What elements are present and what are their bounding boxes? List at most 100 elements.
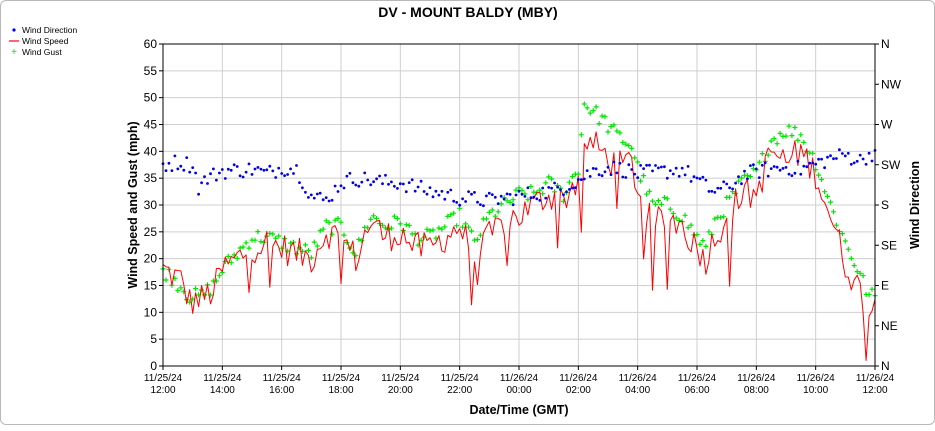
wind-direction-point (757, 176, 761, 180)
wind-direction-point (588, 175, 592, 178)
wind-direction-point (695, 176, 699, 180)
wind-gust-point (394, 216, 400, 222)
wind-direction-point (749, 164, 752, 168)
wind-direction-point (212, 167, 215, 171)
wind-direction-point (633, 172, 637, 176)
y2-tick-label: E (881, 279, 889, 293)
wind-direction-point (191, 166, 195, 170)
wind-direction-point (387, 182, 390, 186)
x-tick-time: 20:00 (388, 385, 413, 396)
wind-direction-point (324, 196, 328, 200)
wind-direction-point (265, 168, 269, 172)
wind-direction-point (235, 165, 239, 168)
wind-direction-point (298, 181, 301, 185)
wind-gust-point (617, 130, 623, 136)
wind-gust-point (718, 215, 724, 220)
wind-gust-point (332, 217, 338, 223)
direction-series (161, 148, 877, 208)
wind-direction-point (829, 154, 832, 158)
x-tick-date: 11/26/24 (856, 373, 895, 384)
wind-direction-point (188, 170, 192, 174)
wind-direction-point (766, 174, 770, 178)
x-tick-time: 12:00 (150, 385, 175, 396)
wind-gust-point (854, 269, 860, 275)
wind-gust-point (356, 236, 362, 242)
y-axis-label: Wind Speed and Gust (mph) (126, 121, 140, 288)
speed-series (162, 131, 876, 361)
wind-direction-point (657, 166, 660, 170)
wind-gust-point (273, 235, 279, 241)
wind-direction-point (295, 164, 298, 167)
x-tick-time: 00:00 (506, 385, 531, 396)
wind-gust-point (424, 226, 430, 232)
wind-direction-point (301, 186, 304, 190)
wind-gust-point (427, 228, 433, 234)
wind-gust-point (833, 222, 839, 228)
y2-tick-label: NW (881, 77, 902, 91)
y-tick-label: 15 (144, 279, 158, 293)
wind-direction-point (645, 163, 648, 167)
wind-direction-point (431, 195, 435, 199)
y2-tick-label: S (881, 198, 889, 212)
wind-direction-point (523, 195, 527, 198)
wind-direction-point (502, 197, 506, 201)
wind-gust-point (688, 222, 694, 228)
y2-tick-label: N (881, 359, 890, 373)
wind-gust-point (540, 191, 546, 197)
wind-gust-point (193, 286, 199, 292)
wind-direction-point (443, 197, 447, 201)
wind-gust-point (792, 125, 798, 130)
wind-gust-point (647, 188, 652, 194)
wind-gust-point (436, 225, 442, 231)
wind-gust-point (430, 227, 436, 233)
wind-direction-point (449, 188, 453, 192)
wind-gust-point (845, 246, 851, 252)
wind-direction-point (571, 186, 574, 190)
wind-direction-point (422, 190, 426, 193)
wind-gust-point (655, 198, 661, 204)
wind-gust-point (216, 273, 222, 279)
wind-direction-point (621, 175, 625, 179)
y-tick-label: 0 (150, 359, 157, 373)
wind-direction-point (312, 196, 316, 200)
wind-direction-point (360, 180, 364, 184)
wind-direction-point (665, 176, 669, 180)
wind-direction-point (805, 165, 809, 169)
wind-direction-point (701, 175, 705, 179)
x-tick-date: 11/25/24 (144, 373, 183, 384)
y-tick-label: 10 (144, 305, 158, 319)
wind-gust-point (225, 253, 231, 259)
wind-gust-point (305, 247, 311, 253)
wind-direction-point (505, 192, 509, 196)
wind-direction-point (250, 173, 254, 176)
wind-direction-point (737, 175, 740, 179)
wind-direction-point (241, 175, 245, 179)
wind-gust-point (397, 221, 403, 227)
wind-direction-point (725, 182, 729, 186)
wind-gust-point (489, 207, 495, 213)
wind-gust-point (477, 232, 483, 238)
wind-gust-point (276, 233, 282, 239)
wind-direction-point (485, 194, 488, 198)
wind-gust-point (519, 188, 525, 193)
x-tick-date: 11/26/24 (797, 373, 836, 384)
wind-direction-point (627, 163, 631, 167)
wind-direction-point (663, 165, 666, 169)
wind-direction-point (591, 167, 595, 170)
wind-gust-point (317, 228, 323, 234)
wind-direction-point (526, 186, 530, 190)
wind-gust-point (694, 232, 700, 238)
wind-direction-point (671, 172, 675, 176)
wind-direction-point (452, 199, 456, 203)
wind-direction-point (286, 173, 289, 176)
wind-direction-point (315, 192, 319, 196)
wind-direction-point (164, 169, 168, 173)
y-tick-label: 5 (150, 332, 157, 346)
wind-direction-point (603, 170, 607, 174)
wind-direction-point (740, 182, 743, 186)
wind-direction-point (799, 172, 803, 176)
y-tick-label: 50 (144, 91, 158, 105)
wind-gust-point (457, 205, 463, 211)
wind-gust-point (228, 260, 234, 266)
wind-direction-point (437, 193, 441, 197)
